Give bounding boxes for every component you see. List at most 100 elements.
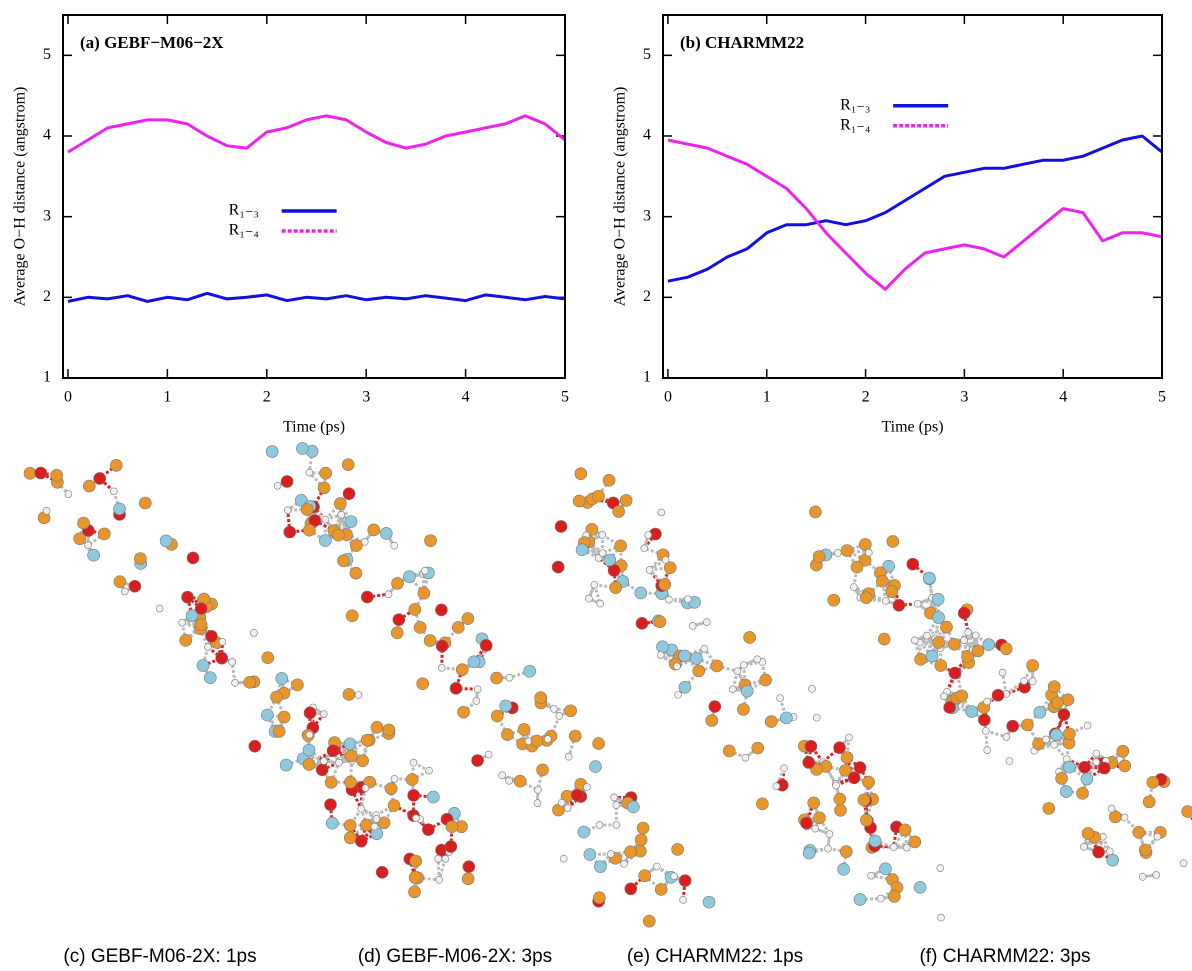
atom xyxy=(461,872,475,886)
atom xyxy=(179,634,193,647)
atom xyxy=(302,743,316,757)
molecule xyxy=(265,442,716,928)
atom xyxy=(138,496,152,510)
atom xyxy=(740,684,754,698)
atom xyxy=(998,668,1007,677)
x-tick-label: 0 xyxy=(664,389,672,406)
atom xyxy=(321,515,330,524)
atom xyxy=(703,618,711,626)
atom xyxy=(751,741,765,755)
atom xyxy=(435,639,449,653)
atom xyxy=(337,554,350,568)
atom xyxy=(834,549,842,557)
atom xyxy=(73,532,86,546)
atom xyxy=(825,830,834,838)
atom xyxy=(957,606,971,620)
atom xyxy=(319,466,332,480)
atom xyxy=(961,649,974,663)
atom xyxy=(534,786,542,794)
atom xyxy=(272,725,286,738)
panel-caption: (e) CHARMM22: 1ps xyxy=(627,946,803,967)
atom xyxy=(657,508,666,517)
atom xyxy=(592,737,605,750)
atom xyxy=(620,860,628,868)
plot-frame xyxy=(662,14,1163,379)
atom xyxy=(922,571,936,585)
atom xyxy=(1051,696,1064,710)
atom xyxy=(728,685,737,694)
x-tick-label: 3 xyxy=(362,389,370,406)
y-tick-label: 1 xyxy=(43,369,51,386)
atom xyxy=(733,667,742,676)
atom xyxy=(392,613,406,626)
atom xyxy=(479,639,493,652)
atom xyxy=(678,649,691,663)
atom xyxy=(741,753,750,762)
atom xyxy=(320,757,328,765)
atom xyxy=(839,845,853,858)
atom xyxy=(530,734,544,748)
atom xyxy=(834,803,847,817)
atom xyxy=(671,843,684,856)
atom xyxy=(333,497,347,510)
y-tick-label: 2 xyxy=(643,288,651,305)
atom xyxy=(555,712,564,720)
legend-label: R₁₋₄ xyxy=(229,222,260,239)
atom xyxy=(390,541,399,550)
atom xyxy=(812,713,821,722)
bond xyxy=(1001,672,1008,695)
atom xyxy=(654,883,668,896)
atom xyxy=(390,626,404,640)
atom xyxy=(892,598,906,612)
atom xyxy=(635,617,649,630)
atom xyxy=(185,609,199,622)
atom xyxy=(332,528,345,542)
atom xyxy=(457,705,470,719)
atom xyxy=(451,621,465,634)
atom xyxy=(427,790,440,804)
atom xyxy=(377,816,391,830)
atom xyxy=(305,730,314,739)
atom xyxy=(425,766,433,775)
atom xyxy=(360,733,374,747)
atom xyxy=(862,775,875,789)
atom xyxy=(965,705,978,718)
bond xyxy=(337,743,352,764)
atom xyxy=(876,574,889,588)
atom xyxy=(663,561,677,574)
atom xyxy=(467,655,481,669)
atom xyxy=(559,854,568,863)
atom xyxy=(303,706,317,720)
y-tick-label: 4 xyxy=(643,127,651,144)
atom xyxy=(812,550,826,563)
y-tick-label: 4 xyxy=(43,127,51,144)
atom xyxy=(303,523,316,537)
bond xyxy=(184,623,203,642)
atom xyxy=(833,741,846,754)
atom xyxy=(624,882,638,896)
atom xyxy=(772,782,781,790)
atom xyxy=(1179,859,1188,868)
atom xyxy=(523,664,536,678)
bond xyxy=(1054,714,1066,736)
atom xyxy=(983,746,992,754)
atom xyxy=(865,548,873,557)
atom xyxy=(925,649,939,663)
atom xyxy=(461,612,475,625)
atom xyxy=(413,621,427,634)
atom xyxy=(971,631,980,640)
atom xyxy=(585,594,593,603)
atom xyxy=(1080,772,1094,786)
atom xyxy=(652,862,661,871)
atom xyxy=(218,638,227,646)
atom xyxy=(305,468,314,477)
atom xyxy=(886,535,900,548)
atom xyxy=(342,688,356,701)
atom xyxy=(594,860,607,873)
atom xyxy=(1042,735,1050,744)
atom xyxy=(598,549,607,557)
panel-caption: (f) CHARMM22: 3ps xyxy=(919,946,1090,967)
atom xyxy=(1057,708,1071,721)
bond xyxy=(286,510,292,533)
atom xyxy=(902,843,911,852)
